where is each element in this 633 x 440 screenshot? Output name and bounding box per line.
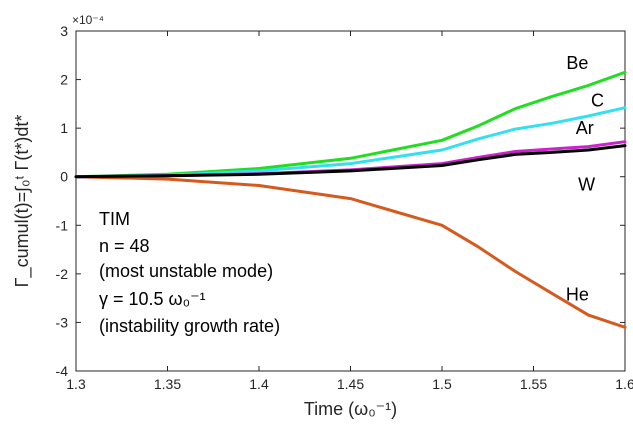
series-line-he [74,175,627,329]
series-label-w: W [578,174,595,194]
y-tick-label: 2 [60,72,68,88]
y-tick-label: -4 [56,363,69,379]
series-label-ar: Ar [576,118,594,138]
y-exponent-label: ×10⁻⁴ [72,13,104,27]
y-tick-label: 3 [60,23,68,39]
annotation-line-mode-number: n = 48 [99,236,150,256]
series-label-be: Be [566,53,588,73]
x-tick-label: 1.45 [337,376,364,392]
x-tick-label: 1.4 [249,376,269,392]
series-line-be [74,70,627,179]
x-tick-label: 1.3 [66,376,86,392]
x-axis-label: Time (ω₀⁻¹) [304,399,397,419]
series-lines [74,70,627,329]
annotation-line-mode-note: (most unstable mode) [99,261,273,281]
y-tick-label: 1 [60,120,68,136]
y-axis-label: Γ_cumul(t)=∫₀ᵗ Γ(t*)dt* [12,115,33,288]
tick-labels: 1.3 1.35 1.4 1.45 1.5 1.55 1.6 -4 -3 -2 -1 0 1 2 3 [56,23,633,392]
y-tick-label: -3 [56,314,69,330]
x-tick-label: 1.6 [615,376,633,392]
annotation-block: TIM n = 48 (most unstable mode) γ = 10.5… [99,209,280,336]
series-line-c [74,106,627,179]
plot-area: BeC Ar W He [74,30,627,372]
x-tick-label: 1.35 [154,376,181,392]
y-tick-label: -1 [56,217,69,233]
x-tick-label: 1.5 [432,376,452,392]
annotation-line-model: TIM [99,209,130,229]
annotation-line-growth-note: (instability growth rate) [99,316,280,336]
series-label-c: C [591,90,604,110]
series-label-he: He [566,285,589,305]
series-line-w [74,144,627,179]
y-tick-label: -2 [56,266,69,282]
y-tick-label: 0 [60,169,68,185]
series-labels: BeC Ar W He [566,53,604,305]
axis-ticks [75,30,626,372]
annotation-line-growth-rate: γ = 10.5 ω₀⁻¹ [99,289,206,309]
x-tick-label: 1.55 [520,376,547,392]
